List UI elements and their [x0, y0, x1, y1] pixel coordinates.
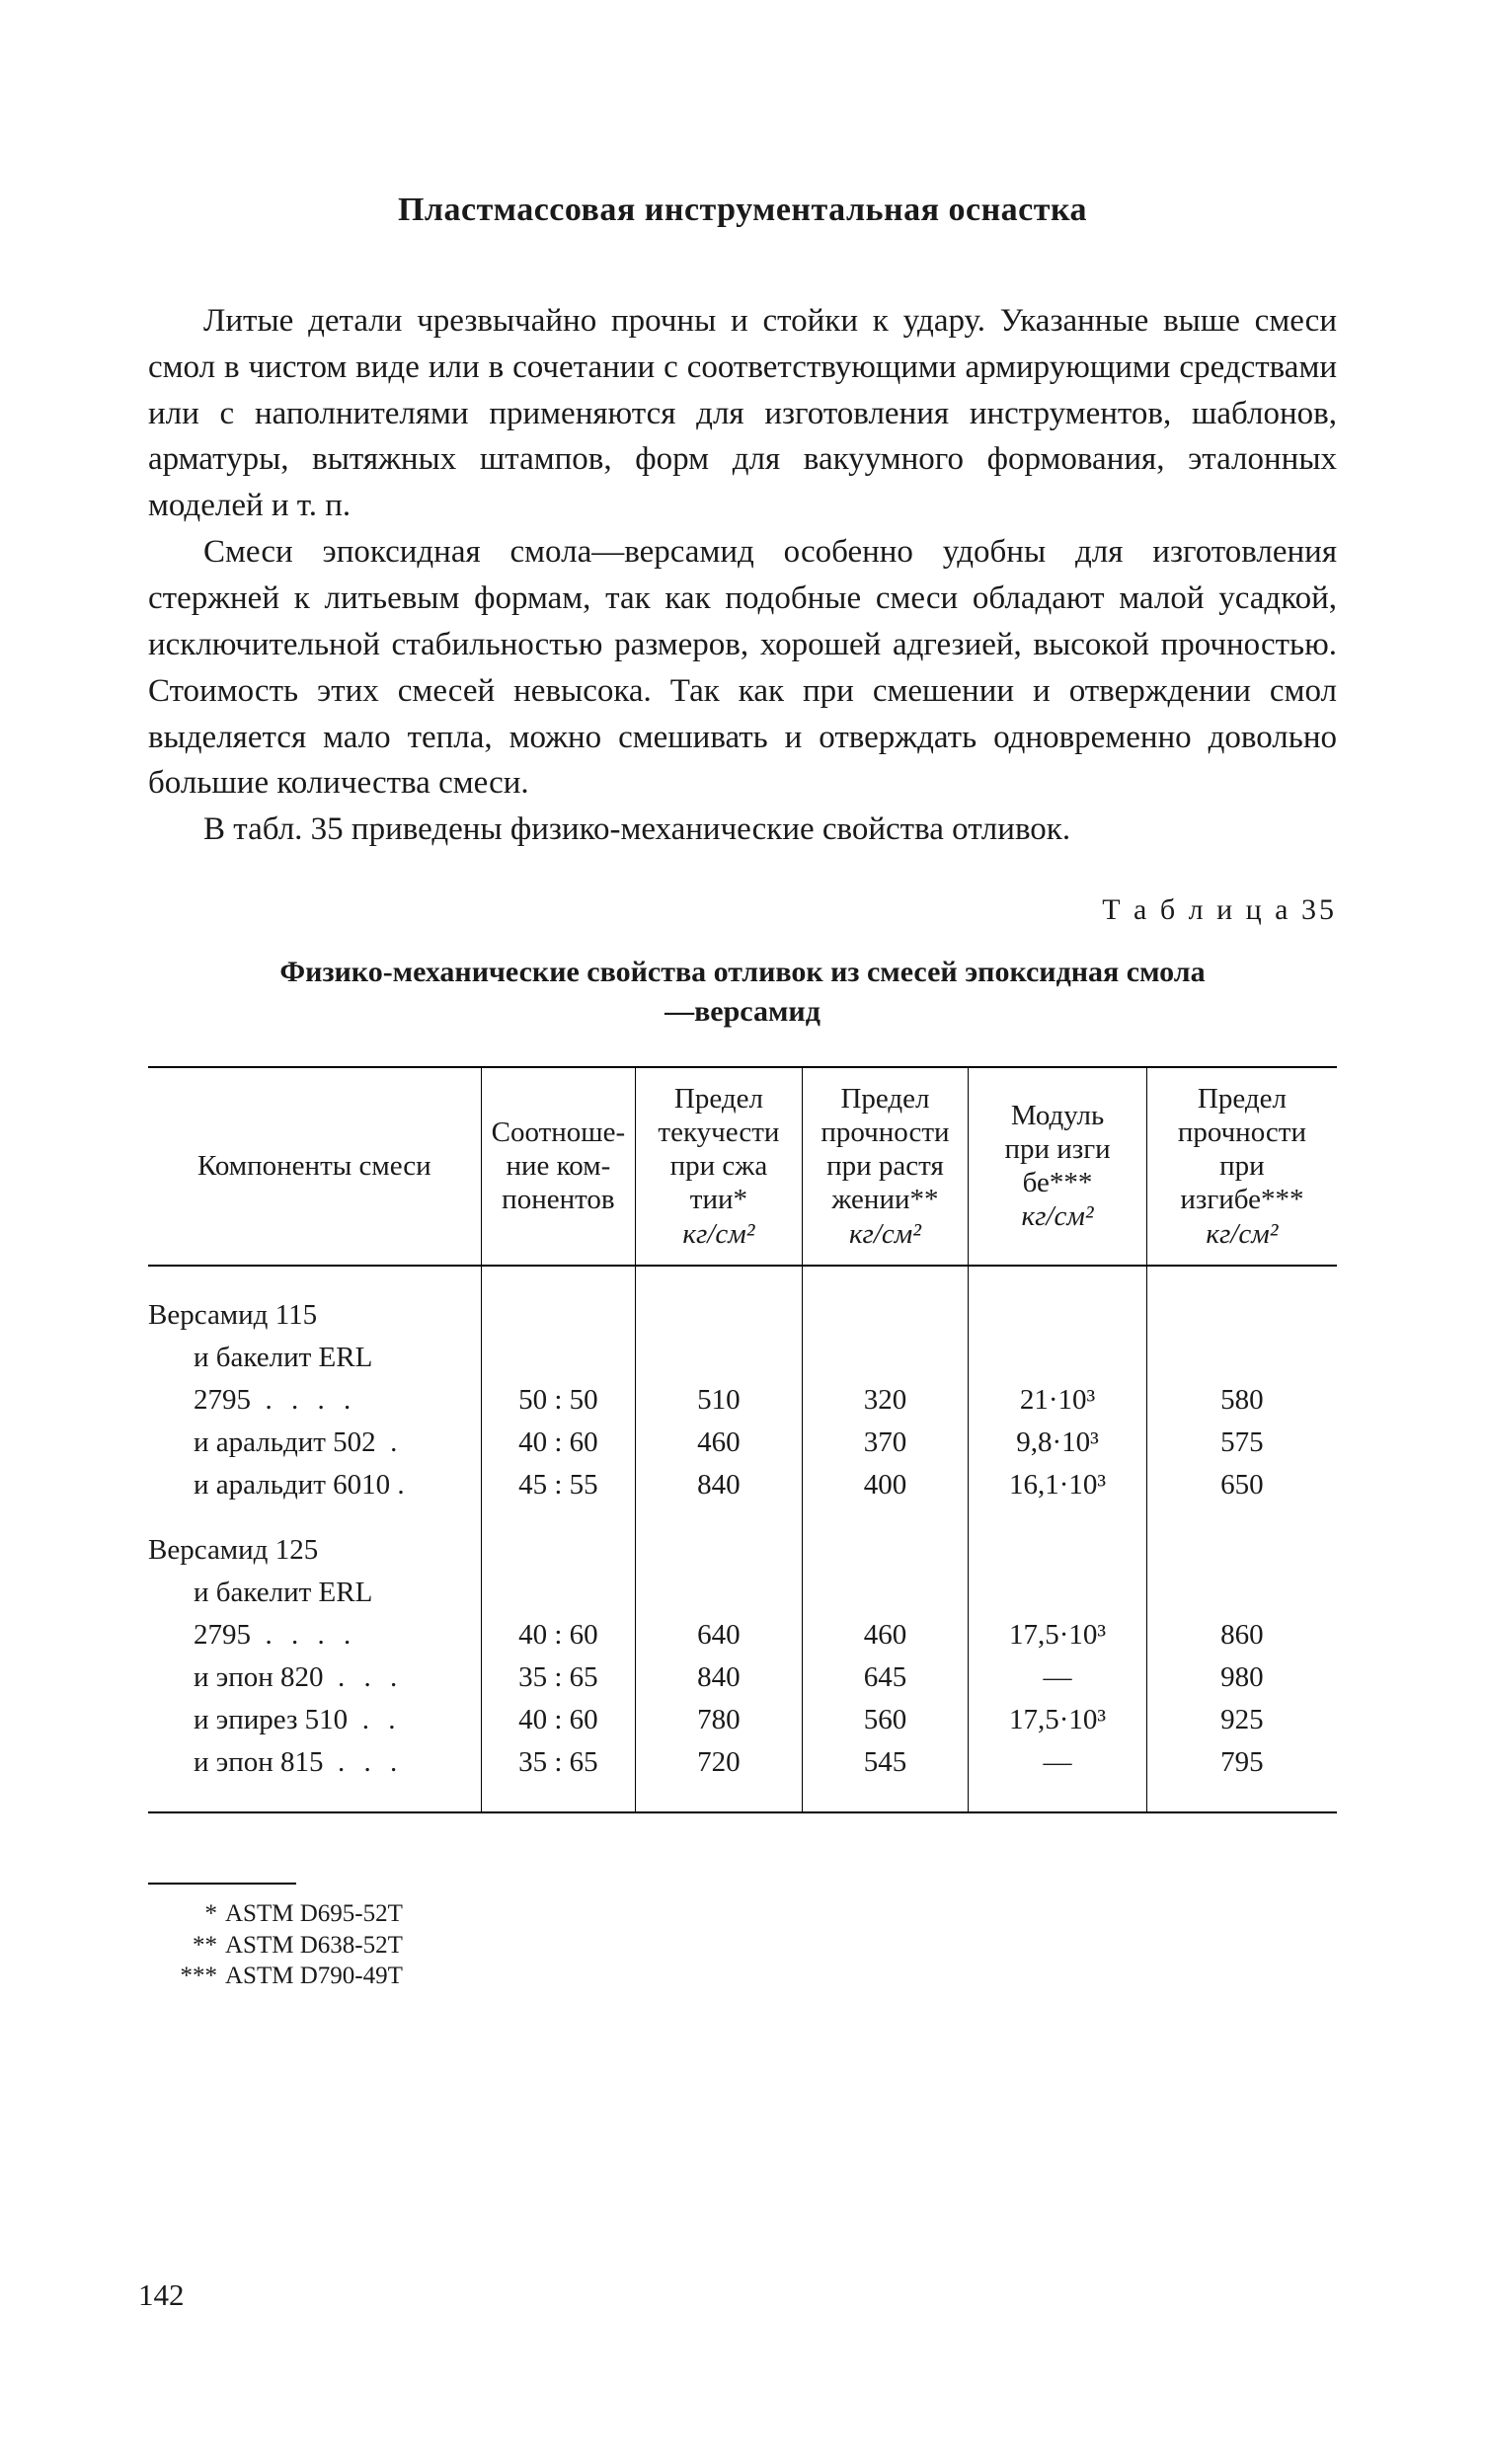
- col-flexural-strength: Предел прочности при изгибе*** кг/см²: [1146, 1067, 1337, 1266]
- group-title: Версамид 125: [148, 1507, 481, 1572]
- table-row: 2795 . . . . 50 : 50 510 320 21·10³ 580: [148, 1379, 1337, 1422]
- table-row: и бакелит ERL: [148, 1337, 1337, 1379]
- section-heading: Пластмассовая инструментальная оснастка: [148, 188, 1337, 233]
- footnote-3: ASTM D790-49T: [225, 1961, 403, 1991]
- table-row: и бакелит ERL: [148, 1572, 1337, 1614]
- col-tensile-strength: Предел прочности при растя­ жении** кг/с…: [802, 1067, 969, 1266]
- table-row: и эпирез 510 . . 40 : 60 780 560 17,5·10…: [148, 1699, 1337, 1741]
- table-row: 2795 . . . . 40 : 60 640 460 17,5·10³ 86…: [148, 1614, 1337, 1656]
- col-flexural-modulus: Модуль при изги­ бе*** кг/см²: [969, 1067, 1147, 1266]
- table-row: и аральдит 502 . 40 : 60 460 370 9,8·10³…: [148, 1422, 1337, 1464]
- paragraph-1: Литые детали чрезвычайно прочны и стойки…: [148, 298, 1337, 529]
- table-row: Версамид 125: [148, 1507, 1337, 1572]
- col-ratio: Соотноше­ние ком­понентов: [481, 1067, 636, 1266]
- table-header-row: Компоненты смеси Соотноше­ние ком­понент…: [148, 1067, 1337, 1266]
- table-label: Т а б л и ц а 35: [148, 890, 1337, 931]
- paragraph-3: В табл. 35 приведены физико-механические…: [148, 807, 1337, 853]
- properties-table: Компоненты смеси Соотноше­ние ком­понент…: [148, 1066, 1337, 1814]
- page-number: 142: [138, 2274, 185, 2316]
- table-row: Версамид 115: [148, 1266, 1337, 1337]
- paragraph-2: Смеси эпоксидная смола—версамид особенно…: [148, 529, 1337, 807]
- col-components: Компоненты смеси: [148, 1067, 481, 1266]
- footnote-1: ASTM D695-52T: [225, 1898, 403, 1929]
- table-row: и эпон 820 . . . 35 : 65 840 645 — 980: [148, 1656, 1337, 1699]
- footnote-rule: [148, 1883, 296, 1885]
- component-sub: и бакелит ERL: [148, 1574, 372, 1612]
- col-compressive-yield: Предел текучести при сжа­ тии* кг/см²: [636, 1067, 803, 1266]
- component-sub: и бакелит ERL: [148, 1339, 372, 1377]
- table-row: и аральдит 6010 . 45 : 55 840 400 16,1·1…: [148, 1464, 1337, 1506]
- table-caption: Физико-механические свойства отливок из …: [269, 953, 1216, 1033]
- footnotes: *ASTM D695-52T **ASTM D638-52T ***ASTM D…: [148, 1898, 1337, 1991]
- table-row: и эпон 815 . . . 35 : 65 720 545 — 795: [148, 1741, 1337, 1811]
- footnote-2: ASTM D638-52T: [225, 1930, 403, 1961]
- group-title: Версамид 115: [148, 1266, 481, 1337]
